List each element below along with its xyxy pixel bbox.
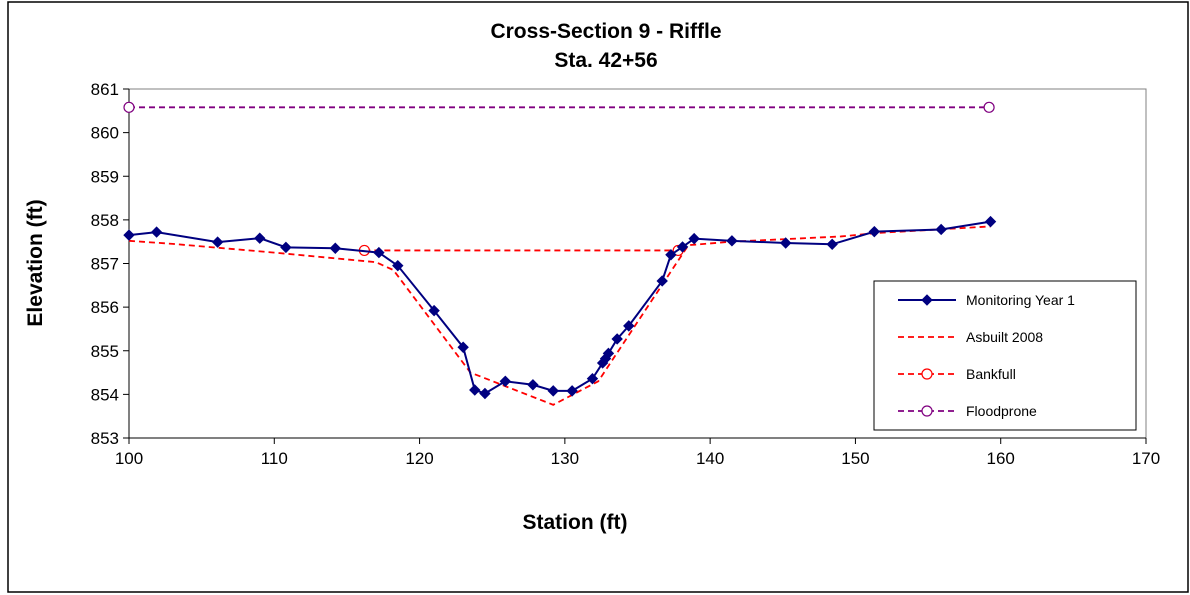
legend-label: Bankfull [966,366,1016,382]
legend-label: Floodprone [966,403,1037,419]
data-point [123,101,135,113]
x-axis-title: Station (ft) [523,511,628,534]
data-point [211,236,224,248]
data-point [469,384,481,396]
data-point [428,304,440,317]
x-tick-label: 120 [405,449,433,468]
legend-label: Monitoring Year 1 [966,292,1075,308]
data-point [779,237,792,249]
series-monitoring-year-1 [123,215,997,400]
data-point [688,232,700,245]
y-tick-label: 853 [91,429,119,448]
legend: Monitoring Year 1 Asbuilt 2008 Bankfull Flo… [873,280,1137,431]
data-point [499,375,511,387]
legend-entry: Floodprone [898,403,1037,419]
data-point [254,232,266,244]
x-tick-label: 170 [1132,449,1160,468]
x-tick-label: 160 [987,449,1015,468]
x-tick-label: 150 [841,449,869,468]
data-point [280,241,292,254]
y-tick-label: 854 [91,385,119,404]
data-point [329,242,342,254]
data-point [935,223,947,236]
series-floodprone [123,101,995,113]
data-point [611,333,623,345]
series-layer [123,101,997,406]
data-point [726,235,738,247]
data-point [150,226,163,238]
y-tick-label: 860 [91,124,119,143]
y-axis-title: Elevation (ft) [24,199,47,326]
chart-title: Cross-Section 9 - Riffle [490,20,721,43]
data-point [868,225,881,238]
data-point [527,379,539,391]
x-tick-label: 130 [551,449,579,468]
data-point [586,372,599,385]
y-tick-label: 856 [91,298,119,317]
y-tick-label: 858 [91,211,119,230]
data-point [457,341,469,353]
data-point [676,241,689,253]
legend-entry: Bankfull [898,366,1016,382]
legend-marker [921,368,933,380]
data-point [623,320,635,332]
legend-label: Asbuilt 2008 [966,329,1043,345]
x-tick-label: 140 [696,449,724,468]
data-point [665,249,677,261]
data-point [123,229,135,241]
y-tick-label: 857 [91,255,119,274]
data-point [392,259,404,272]
y-tick-label: 861 [91,80,119,99]
chart-subtitle: Sta. 42+56 [554,49,657,72]
data-point [983,101,995,113]
data-point [602,347,615,360]
data-point [984,215,997,228]
x-tick-label: 110 [261,449,288,468]
data-point [547,385,559,397]
data-point [826,238,838,251]
series-asbuilt-2008 [128,225,991,406]
axes: 853 854 855 856 857 858 859 860 861 100 110 120 130 1… [91,80,1161,468]
legend-box [873,280,1137,431]
data-point [373,246,385,259]
series-line [128,225,991,406]
data-point [479,387,491,400]
y-tick-label: 859 [91,167,119,186]
data-point [656,275,668,287]
legend-marker [921,294,933,306]
legend-entry: Monitoring Year 1 [898,292,1075,308]
data-point [566,385,578,397]
series-bankfull [358,244,684,257]
series-line [128,220,991,395]
y-tick-label: 855 [91,342,119,361]
legend-marker [921,405,933,417]
legend-entry: Asbuilt 2008 [898,329,1043,345]
x-tick-label: 100 [115,449,143,468]
